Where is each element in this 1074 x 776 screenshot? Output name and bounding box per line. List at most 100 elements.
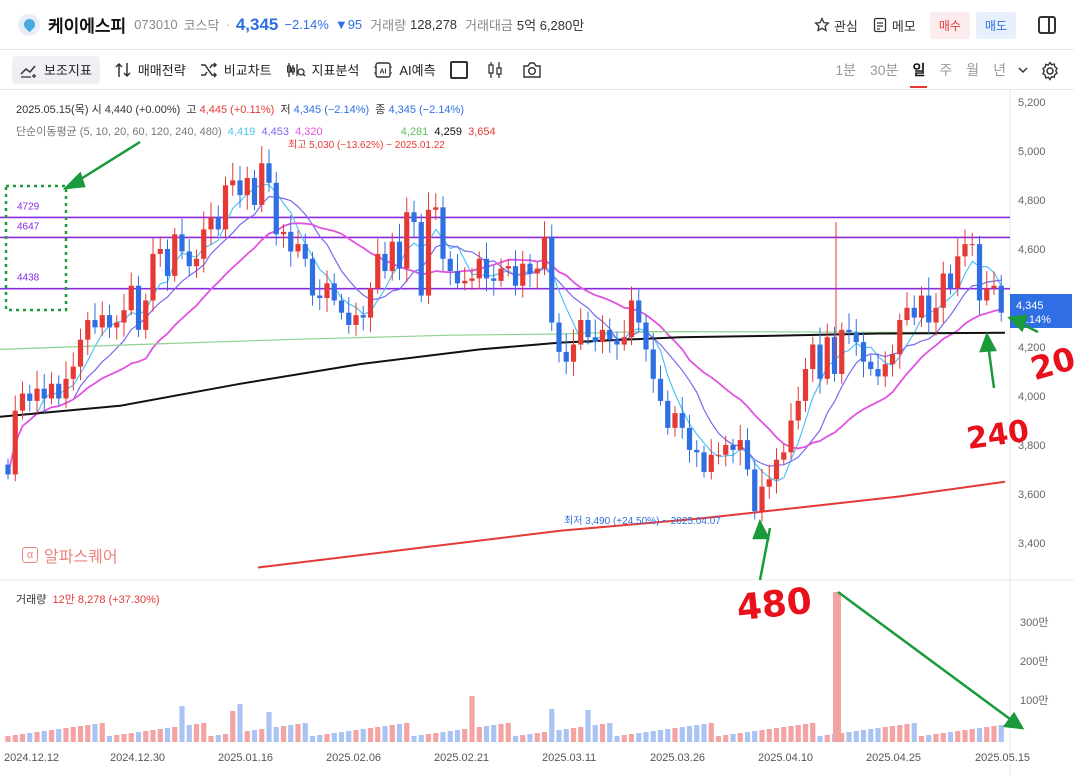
- candle-body: [665, 400, 671, 428]
- volume-bar: [788, 726, 794, 742]
- volume-bar: [607, 723, 613, 742]
- period-day[interactable]: 일: [910, 50, 928, 90]
- svg-text:AI: AI: [380, 68, 387, 75]
- ma-5-value: 4,419: [227, 126, 256, 138]
- arrow-head-240: [979, 331, 998, 353]
- sell-button[interactable]: 매도: [975, 11, 1016, 39]
- candle-body: [208, 217, 214, 230]
- candle-body: [846, 329, 852, 333]
- volume-bar: [41, 731, 47, 742]
- candle-body: [730, 445, 736, 450]
- arrow-to-levels: [75, 140, 141, 184]
- candlestick-type-icon[interactable]: [486, 61, 504, 79]
- volume-bar: [382, 726, 388, 742]
- volume-bar: [215, 735, 221, 742]
- ma-info: 단순이동평균 (5, 10, 20, 60, 120, 240, 480) 4,…: [16, 123, 496, 139]
- shuffle-icon: [200, 61, 217, 78]
- volume-bar: [317, 735, 323, 742]
- ma-20-line: [7, 222, 1002, 475]
- watermark-text: 알파스퀘어: [44, 549, 118, 566]
- candle-body: [592, 337, 598, 343]
- y-tick-label: 4,600: [1018, 244, 1046, 256]
- volume-tick-label: 300만: [1020, 616, 1048, 629]
- volume-bar: [512, 736, 519, 742]
- drawing-box-icon[interactable]: [449, 60, 468, 79]
- volume-bar: [643, 732, 649, 742]
- volume-bar: [440, 732, 446, 742]
- candle-body: [230, 180, 236, 186]
- price-chart[interactable]: 5,2005,0004,8004,6004,4004,2004,0003,800…: [0, 90, 1074, 776]
- period-month[interactable]: 월: [966, 62, 980, 78]
- volume-bar: [998, 725, 1004, 742]
- candle-body: [396, 241, 403, 269]
- candle-body: [875, 369, 881, 377]
- volume-bar: [338, 732, 345, 742]
- compare-label: 비교차트: [223, 63, 272, 78]
- indicators-button[interactable]: 보조지표: [12, 55, 100, 84]
- current-price: 4,345: [235, 14, 279, 34]
- volume-bar: [520, 735, 526, 742]
- candle-body: [476, 258, 482, 279]
- ai-forecast-label: AI예측: [399, 63, 436, 78]
- strategy-button[interactable]: 매매전략: [114, 56, 186, 84]
- candle-body: [19, 393, 26, 411]
- candle-body: [259, 163, 265, 205]
- amount-value: 5억 6,280만: [516, 18, 585, 33]
- volume-bar: [955, 731, 961, 742]
- candle-body: [418, 222, 424, 296]
- candle-body: [92, 320, 98, 328]
- period-week[interactable]: 주: [939, 62, 953, 78]
- volume-bar: [63, 728, 69, 742]
- last-price-label: 4,345: [1016, 300, 1044, 312]
- buy-button[interactable]: 매수: [929, 11, 970, 39]
- volume-info-value: 12만 8,278 (+37.30%): [52, 594, 160, 606]
- volume-bar: [802, 724, 809, 742]
- volume-bar: [447, 731, 453, 742]
- watchlist-button[interactable]: 관심: [814, 16, 858, 35]
- chevron-down-icon[interactable]: [1016, 63, 1030, 77]
- ai-forecast-button[interactable]: AI AI예측: [373, 56, 436, 84]
- compare-button[interactable]: 비교차트: [200, 56, 272, 84]
- close-label: 종: [375, 104, 386, 116]
- camera-icon[interactable]: [522, 61, 542, 79]
- period-year[interactable]: 년: [993, 62, 1006, 78]
- x-tick-label: 2025.02.06: [326, 752, 381, 764]
- period-30min[interactable]: 30분: [869, 62, 899, 78]
- alpha-logo-icon: α: [22, 547, 38, 563]
- volume-bar: [273, 727, 279, 742]
- settings-gear-icon[interactable]: [1040, 61, 1060, 81]
- candle-body: [737, 440, 743, 450]
- candle-body: [375, 253, 381, 289]
- memo-button[interactable]: 메모: [872, 16, 916, 35]
- open-value: 4,440 (+0.00%): [104, 104, 181, 116]
- ma-120-value: 4,281: [400, 126, 429, 138]
- candle-body: [795, 400, 801, 421]
- candle-body: [367, 288, 374, 318]
- candle-body: [41, 388, 47, 399]
- ai-chip-icon: AI: [374, 61, 393, 78]
- candle-body: [266, 163, 272, 183]
- volume-bar: [701, 724, 707, 742]
- candle-body: [831, 337, 838, 374]
- volume-bar: [614, 736, 620, 742]
- x-tick-label: 2025.03.26: [650, 752, 705, 764]
- period-1min[interactable]: 1분: [835, 62, 856, 78]
- candle-body: [947, 273, 954, 289]
- candle-body: [839, 329, 845, 374]
- volume-bar: [77, 726, 84, 742]
- volume-bar: [824, 735, 830, 742]
- volume-bar: [694, 725, 700, 742]
- candle-body: [636, 300, 642, 323]
- analysis-button[interactable]: 지표분석: [286, 56, 359, 84]
- volume-bar: [752, 731, 758, 742]
- side-panel-icon[interactable]: [1038, 16, 1056, 34]
- volume-bar: [164, 728, 171, 742]
- volume-bar: [92, 724, 98, 742]
- close-value: 4,345 (−2.14%): [388, 104, 464, 116]
- candle-body: [723, 445, 729, 455]
- stock-name[interactable]: 케이에스피: [48, 17, 127, 36]
- candle-body: [193, 258, 200, 267]
- candle-body: [824, 337, 830, 379]
- candle-body: [715, 454, 722, 456]
- candle-body: [244, 177, 250, 196]
